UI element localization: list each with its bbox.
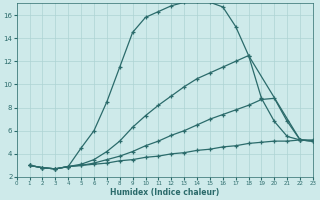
X-axis label: Humidex (Indice chaleur): Humidex (Indice chaleur) [110,188,220,197]
